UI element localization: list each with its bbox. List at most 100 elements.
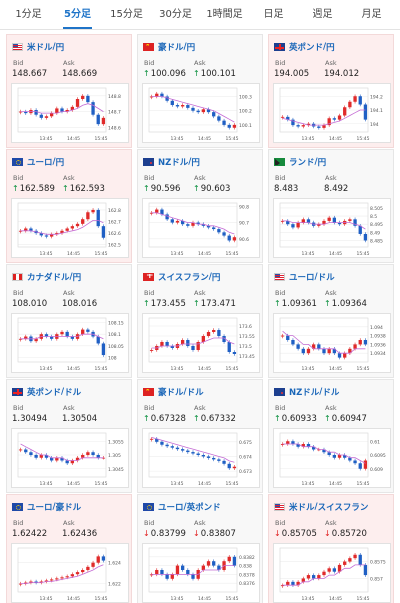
pair-title[interactable]: 米ドル / スイスフラン xyxy=(274,501,368,513)
pair-title[interactable]: 英ポンド / ドル xyxy=(12,386,81,398)
pair-separator: / xyxy=(52,42,56,52)
candle-body xyxy=(232,352,237,354)
candle-body xyxy=(332,455,337,458)
y-tick-label: 0.609 xyxy=(370,467,383,473)
bid-value: 0.67328 xyxy=(150,414,186,424)
pair-quote: 円 xyxy=(72,273,82,283)
rate-card[interactable]: ユーロ / 英ポンド Bid Ask ↓0.83799 ↓0.83807 0.8382 0.83… xyxy=(137,494,263,603)
candle-body xyxy=(191,222,195,226)
rate-card[interactable]: ユーロ / 豪ドル Bid Ask 1.62422 1.62436 1.624 1.622 13:… xyxy=(6,494,132,603)
mini-chart[interactable]: 100.3 100.2 100.1 13:45 14:45 15:45 xyxy=(142,83,260,143)
pair-title[interactable]: 豪ドル/円 xyxy=(143,41,195,53)
candle-body xyxy=(332,118,337,120)
arrow-up-icon: ↑ xyxy=(143,414,150,423)
rate-card[interactable]: 英ポンド / 円 Bid Ask 194.005 194.012 194.2 194.1 194 1… xyxy=(268,34,394,148)
pair-title[interactable]: カナダドル / 円 xyxy=(12,271,81,283)
rate-card[interactable]: ユーロ / 円 Bid Ask ↑162.589 ↑162.593 162.8 162.7 162… xyxy=(6,149,132,263)
tab-2[interactable]: 15分足 xyxy=(110,9,143,20)
tab-4[interactable]: 1時間足 xyxy=(206,9,243,20)
candle-body xyxy=(363,104,368,120)
candle-body xyxy=(18,338,23,340)
pair-title[interactable]: 豪ドル/ドル xyxy=(143,386,204,398)
tab-5[interactable]: 日足 xyxy=(263,9,284,20)
candle-body xyxy=(155,570,159,575)
rate-card[interactable]: NZドル / ドル Bid Ask ↑0.60933 ↑0.60947 0.61 0.6095 0… xyxy=(268,379,394,493)
pair-title[interactable]: ユーロ / ドル xyxy=(274,271,335,283)
x-tick-label: 15:45 xyxy=(226,251,239,257)
pair-title[interactable]: ユーロ / 英ポンド xyxy=(143,501,221,513)
x-tick-label: 15:45 xyxy=(226,481,239,487)
mini-chart[interactable]: 0.8575 0.857 13:45 14:45 15:45 xyxy=(273,543,391,603)
mini-chart[interactable]: 173.6 173.55 173.5 173.45 13:45 14:45 15:45 xyxy=(142,313,260,373)
ask-price: ↓0.85720 xyxy=(324,529,367,539)
candle-body xyxy=(70,336,75,339)
candlestick-chart: 162.8 162.7 162.6 162.5 13:45 14:45 15:45 xyxy=(17,202,121,257)
bid-price: ↑100.096 xyxy=(143,69,186,79)
plot-frame xyxy=(279,317,369,363)
rate-card[interactable]: ランド / 円 Bid Ask 8.483 8.492 8.505 8.5 8.495 8.49 8.… xyxy=(268,149,394,263)
mini-chart[interactable]: 0.61 0.6095 0.609 13:45 14:45 15:45 xyxy=(273,428,391,488)
rate-card[interactable]: カナダドル / 円 Bid Ask 108.010 108.016 108.15 108.1 10… xyxy=(6,264,132,378)
y-tick-label: 90.6 xyxy=(239,237,249,243)
mini-chart[interactable]: 162.8 162.7 162.6 162.5 13:45 14:45 15:45 xyxy=(11,198,129,258)
rate-card[interactable]: 米ドル / スイスフラン Bid Ask ↓0.85705 ↓0.85720 0.8575 0.… xyxy=(268,494,394,603)
ask-label: Ask xyxy=(194,59,206,67)
rate-card[interactable]: 英ポンド / ドル Bid Ask 1.30494 1.30504 1.3055 1.305 1.… xyxy=(6,379,132,493)
ask-price: ↑0.67332 xyxy=(193,414,236,424)
eu-flag-icon xyxy=(12,158,23,166)
x-tick-label: 14:45 xyxy=(329,596,342,602)
tab-3[interactable]: 30分足 xyxy=(159,9,192,20)
mini-chart[interactable]: 0.675 0.674 0.673 13:45 14:45 15:45 xyxy=(142,428,260,488)
tab-6[interactable]: 週足 xyxy=(312,9,333,20)
x-tick-label: 15:45 xyxy=(95,366,108,372)
pair-base: ユーロ xyxy=(27,158,53,168)
arrow-up-icon: ↑ xyxy=(274,414,281,423)
bid-label: Bid xyxy=(275,174,286,182)
candle-body xyxy=(29,581,33,583)
rate-card[interactable]: ユーロ / ドル Bid Ask ↑1.09361 ↑1.09364 1.094 1.0938 1… xyxy=(268,264,394,378)
pair-title[interactable]: NZドル / 円 xyxy=(143,156,200,168)
pair-title[interactable]: ユーロ / 豪ドル xyxy=(12,501,81,513)
mini-chart[interactable]: 148.8 148.7 148.6 13:45 14:45 15:45 xyxy=(11,83,129,143)
tab-1[interactable]: 5分足 xyxy=(53,0,102,29)
rate-card[interactable]: 米ドル / 円 Bid Ask 148.667 148.669 148.8 148.7 148.6… xyxy=(6,34,132,148)
candle-body xyxy=(55,578,59,580)
mini-chart[interactable]: 90.8 90.7 90.6 13:45 14:45 15:45 xyxy=(142,198,260,258)
candle-body xyxy=(343,455,347,458)
candle-body xyxy=(91,562,95,567)
mini-chart[interactable]: 0.8382 0.838 0.8378 0.8376 13:45 14:45 15:45 xyxy=(142,543,260,603)
rate-card[interactable]: スイスフラン/円BidAsk↑173.455↑173.471173.6173.5… xyxy=(137,264,263,378)
plot-frame xyxy=(148,317,238,363)
candle-body xyxy=(149,438,154,440)
x-tick-label: 13:45 xyxy=(40,136,53,142)
y-tick-label: 0.6095 xyxy=(370,453,386,459)
mini-chart[interactable]: 8.505 8.5 8.495 8.49 8.485 13:45 14:45 15:45 xyxy=(273,198,391,258)
candle-body xyxy=(86,329,90,332)
bid-value: 0.60933 xyxy=(281,414,317,424)
tab-7[interactable]: 月足 xyxy=(361,9,382,20)
tab-0[interactable]: 1分足 xyxy=(15,9,42,20)
candle-body xyxy=(96,455,100,458)
pair-quote: 円 xyxy=(191,158,200,168)
mini-chart[interactable]: 108.15 108.1 108.05 108 13:45 14:45 15:45 xyxy=(11,313,129,373)
mini-chart[interactable]: 1.3055 1.305 1.3045 13:45 14:45 15:45 xyxy=(11,428,129,488)
moving-average-line xyxy=(282,564,366,586)
pair-title[interactable]: スイスフラン/円 xyxy=(143,271,220,283)
mini-chart[interactable]: 1.624 1.622 13:45 14:45 15:45 xyxy=(11,543,129,603)
pair-title[interactable]: ランド / 円 xyxy=(274,156,326,168)
mini-chart[interactable]: 1.094 1.0938 1.0936 1.0934 13:45 14:45 15:45 xyxy=(273,313,391,373)
pair-title[interactable]: 英ポンド / 円 xyxy=(274,41,335,53)
rate-card[interactable]: NZドル / 円 Bid Ask ↑90.596 ↑90.603 90.8 90.7 90.6 13… xyxy=(137,149,263,263)
rate-card[interactable]: 豪ドル/ドルBidAsk↑0.67328↑0.673320.6750.6740.… xyxy=(137,379,263,493)
x-tick-label: 15:45 xyxy=(226,366,239,372)
candle-body xyxy=(296,344,300,349)
candle-body xyxy=(327,568,331,572)
pair-title[interactable]: NZドル / ドル xyxy=(274,386,339,398)
y-tick-label: 108.05 xyxy=(108,344,124,350)
pair-title[interactable]: 米ドル / 円 xyxy=(12,41,64,53)
mini-chart[interactable]: 194.2 194.1 194 13:45 14:45 15:45 xyxy=(273,83,391,143)
rate-card[interactable]: 豪ドル/円BidAsk↑100.096↑100.101100.3100.2100… xyxy=(137,34,263,148)
candle-body xyxy=(232,466,237,469)
pair-title[interactable]: ユーロ / 円 xyxy=(12,156,64,168)
candle-body xyxy=(170,446,174,448)
